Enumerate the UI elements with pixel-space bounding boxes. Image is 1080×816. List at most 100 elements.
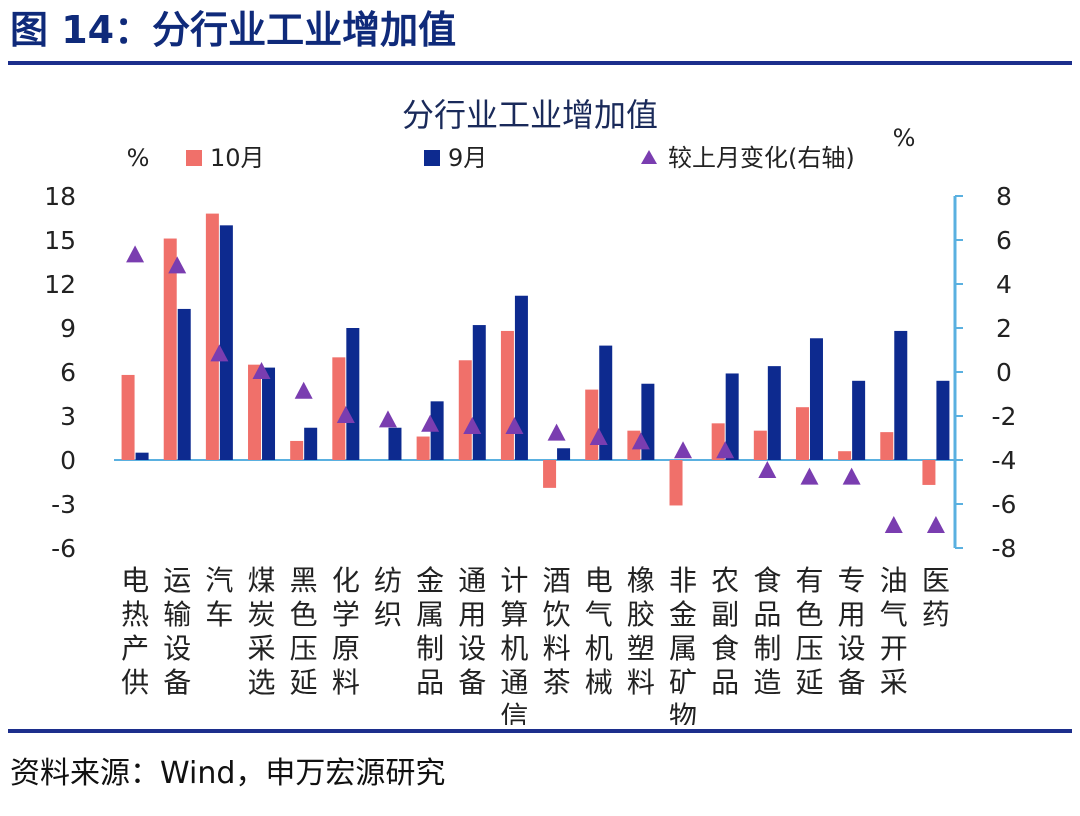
category-label: 有色压延 bbox=[795, 564, 823, 699]
right-tick-label: 4 bbox=[996, 270, 1012, 299]
bar-oct bbox=[585, 389, 599, 460]
category-label: 计算机通信 bbox=[500, 564, 528, 725]
marker-change bbox=[926, 516, 945, 533]
marker-change bbox=[716, 441, 735, 459]
marker-change bbox=[884, 516, 903, 533]
bar-oct bbox=[669, 460, 683, 506]
bar-oct bbox=[205, 213, 219, 460]
marker-change bbox=[505, 417, 524, 434]
bar-oct bbox=[121, 374, 135, 460]
category-label: 运输设备 bbox=[163, 564, 191, 699]
right-tick-label: -6 bbox=[992, 490, 1017, 519]
category-label: 电热产供 bbox=[121, 564, 149, 699]
bar-sep bbox=[894, 330, 908, 460]
bar-oct bbox=[753, 430, 767, 460]
chart-title: 分行业工业增加值 bbox=[402, 96, 658, 134]
marker-change bbox=[210, 344, 229, 362]
left-axis-unit: % bbox=[127, 144, 150, 172]
bar-sep bbox=[725, 373, 739, 460]
category-label: 酒饮料茶 bbox=[543, 564, 571, 699]
right-tick-label: 0 bbox=[996, 358, 1012, 387]
category-label: 化学原料 bbox=[332, 564, 360, 699]
category-labels: 电热产供运输设备汽车煤炭采选黑色压延化学原料纺织金属制品通用设备计算机通信酒饮料… bbox=[121, 564, 950, 725]
category-label: 医药 bbox=[922, 564, 950, 631]
change-markers bbox=[126, 245, 945, 533]
marker-change bbox=[463, 417, 482, 434]
bar-sep bbox=[514, 295, 528, 460]
category-label: 非金属矿物 bbox=[669, 564, 697, 725]
right-axis-unit: % bbox=[893, 124, 916, 152]
category-label: 黑色压延 bbox=[290, 564, 318, 699]
marker-change bbox=[252, 362, 271, 379]
bar-sep bbox=[346, 328, 360, 460]
category-label: 电气机械 bbox=[585, 564, 613, 699]
left-tick-label: 0 bbox=[60, 446, 76, 475]
category-label: 橡胶塑料 bbox=[627, 564, 655, 699]
bar-oct bbox=[627, 430, 641, 460]
bar-oct bbox=[500, 330, 514, 460]
bar-oct bbox=[416, 436, 430, 460]
bar-sep bbox=[852, 380, 866, 460]
marker-change bbox=[336, 406, 355, 423]
bar-oct bbox=[543, 460, 557, 488]
right-tick-label: -4 bbox=[992, 446, 1017, 475]
bar-oct bbox=[838, 451, 852, 460]
right-tick-label: -2 bbox=[992, 402, 1017, 431]
bar-sep bbox=[599, 345, 613, 460]
figure-title: 图 14：分行业工业增加值 bbox=[10, 8, 457, 52]
bar-sep bbox=[472, 325, 486, 460]
legend-label-oct: 10月 bbox=[210, 144, 265, 172]
marker-change bbox=[378, 410, 397, 428]
left-axis-ticks: 18 15 12 9 6 3 0 -3 -6 bbox=[44, 182, 76, 563]
left-tick-label: 3 bbox=[60, 402, 76, 431]
bar-oct bbox=[290, 440, 304, 460]
category-label: 农副食品 bbox=[711, 564, 739, 699]
bar-sep bbox=[135, 452, 149, 460]
bar-sep bbox=[388, 427, 402, 460]
bar-sep bbox=[177, 308, 191, 460]
left-tick-label: -3 bbox=[51, 490, 76, 519]
legend: 10月 9月 较上月变化(右轴) bbox=[186, 144, 855, 172]
category-label: 煤炭采选 bbox=[248, 564, 276, 699]
marker-change bbox=[168, 256, 187, 274]
marker-change bbox=[758, 461, 777, 478]
legend-swatch-oct bbox=[186, 150, 202, 166]
legend-label-change: 较上月变化(右轴) bbox=[668, 144, 855, 172]
category-label: 通用设备 bbox=[458, 564, 486, 699]
bar-oct bbox=[922, 460, 936, 485]
header-rule bbox=[8, 61, 1072, 65]
marker-change bbox=[842, 467, 861, 485]
category-label: 汽车 bbox=[205, 564, 233, 631]
bar-oct bbox=[880, 432, 894, 460]
left-tick-label: 18 bbox=[44, 182, 76, 211]
category-label: 纺织 bbox=[374, 564, 402, 631]
left-tick-label: 12 bbox=[44, 270, 76, 299]
right-tick-label: 6 bbox=[996, 226, 1012, 255]
bars bbox=[121, 213, 950, 506]
right-tick-label: 8 bbox=[996, 182, 1012, 211]
marker-change bbox=[674, 441, 693, 459]
industry-value-added-chart: 分行业工业增加值 % % 10月 9月 较上月变化(右轴) 18 15 12 9 6 3 0… bbox=[44, 96, 1017, 725]
category-label: 专用设备 bbox=[838, 564, 866, 699]
left-tick-label: 6 bbox=[60, 358, 76, 387]
bar-sep bbox=[262, 367, 276, 460]
bar-sep bbox=[557, 448, 571, 460]
bar-sep bbox=[809, 338, 823, 460]
marker-change bbox=[589, 428, 608, 445]
left-tick-label: 9 bbox=[60, 314, 76, 343]
marker-change bbox=[631, 432, 650, 450]
legend-marker-change bbox=[641, 150, 657, 164]
footer-rule bbox=[8, 729, 1072, 733]
category-label: 食品制造 bbox=[753, 564, 781, 699]
category-label: 油气开采 bbox=[880, 564, 908, 699]
right-tick-label: 2 bbox=[996, 314, 1012, 343]
left-tick-label: -6 bbox=[51, 534, 76, 563]
legend-swatch-sep bbox=[424, 150, 440, 166]
bar-oct bbox=[248, 364, 262, 460]
bar-sep bbox=[304, 427, 318, 460]
bar-sep bbox=[219, 225, 233, 460]
right-tick-label: -8 bbox=[992, 534, 1017, 563]
marker-change bbox=[421, 414, 440, 432]
marker-change bbox=[126, 245, 145, 263]
legend-label-sep: 9月 bbox=[448, 144, 487, 172]
